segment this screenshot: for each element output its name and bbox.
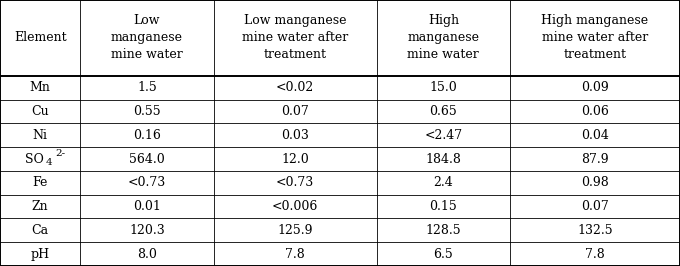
Text: 1.5: 1.5 (137, 81, 157, 94)
Text: 2-: 2- (55, 149, 65, 158)
Text: 0.04: 0.04 (581, 129, 609, 142)
Text: 12.0: 12.0 (282, 152, 309, 165)
Text: 0.15: 0.15 (430, 200, 457, 213)
Text: 0.55: 0.55 (133, 105, 160, 118)
Text: 4: 4 (46, 158, 52, 167)
Text: 0.07: 0.07 (282, 105, 309, 118)
Text: 132.5: 132.5 (577, 224, 613, 237)
Text: Fe: Fe (33, 176, 48, 189)
Text: 564.0: 564.0 (129, 152, 165, 165)
Text: 2.4: 2.4 (433, 176, 454, 189)
Text: 15.0: 15.0 (430, 81, 457, 94)
Text: Zn: Zn (32, 200, 48, 213)
Text: 0.07: 0.07 (581, 200, 609, 213)
Text: 128.5: 128.5 (426, 224, 461, 237)
Text: <0.006: <0.006 (272, 200, 318, 213)
Text: Low manganese
mine water after
treatment: Low manganese mine water after treatment (242, 14, 348, 61)
Text: pH: pH (31, 248, 50, 261)
Text: 125.9: 125.9 (277, 224, 313, 237)
Text: 184.8: 184.8 (426, 152, 461, 165)
Text: 0.65: 0.65 (430, 105, 457, 118)
Text: Mn: Mn (30, 81, 50, 94)
Text: Low
manganese
mine water: Low manganese mine water (111, 14, 183, 61)
Text: <0.02: <0.02 (276, 81, 314, 94)
Text: 0.98: 0.98 (581, 176, 609, 189)
Text: 7.8: 7.8 (585, 248, 605, 261)
Text: 0.16: 0.16 (133, 129, 160, 142)
Text: SO: SO (25, 152, 44, 165)
Text: 6.5: 6.5 (433, 248, 454, 261)
Text: High manganese
mine water after
treatment: High manganese mine water after treatmen… (541, 14, 649, 61)
Text: Ca: Ca (31, 224, 49, 237)
Text: <0.73: <0.73 (128, 176, 166, 189)
Text: 120.3: 120.3 (129, 224, 165, 237)
Text: <0.73: <0.73 (276, 176, 314, 189)
Text: 0.03: 0.03 (282, 129, 309, 142)
Text: 8.0: 8.0 (137, 248, 157, 261)
Text: <2.47: <2.47 (424, 129, 462, 142)
Text: 87.9: 87.9 (581, 152, 609, 165)
Text: 7.8: 7.8 (285, 248, 305, 261)
Text: High
manganese
mine water: High manganese mine water (407, 14, 479, 61)
Text: Ni: Ni (33, 129, 48, 142)
Text: 0.01: 0.01 (133, 200, 160, 213)
Text: Cu: Cu (31, 105, 49, 118)
Text: 0.09: 0.09 (581, 81, 609, 94)
Text: Element: Element (14, 31, 67, 44)
Text: 0.06: 0.06 (581, 105, 609, 118)
